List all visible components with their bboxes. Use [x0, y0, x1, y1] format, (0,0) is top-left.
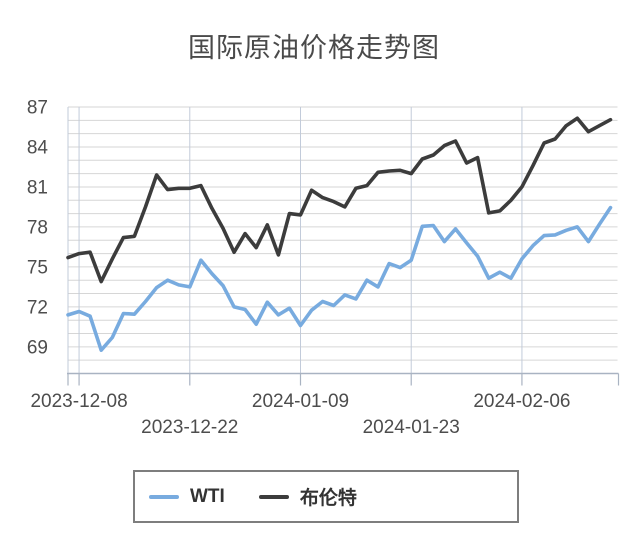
- price-trend-chart: 69 72 75 78 81 84 87 2023-12-08 2023-12-22 2024-0…: [27, 98, 620, 438]
- x-axis-label: 2024-02-06: [473, 391, 570, 412]
- legend-label: WTI: [190, 485, 225, 507]
- y-axis-label: 69: [27, 337, 48, 358]
- y-axis-label: 78: [27, 217, 48, 238]
- legend-label: 布伦特: [299, 488, 357, 509]
- legend-item-wti[interactable]: WTI: [149, 486, 225, 508]
- legend-line-icon: [149, 494, 179, 499]
- legend: WTI 布伦特: [133, 470, 519, 523]
- x-axis-label: 2024-01-23: [363, 417, 460, 438]
- legend-line-icon: [258, 494, 289, 499]
- x-axis-label: 2024-01-09: [252, 391, 349, 412]
- legend-item-brent[interactable]: 布伦特: [258, 483, 357, 510]
- x-axis-label: 2023-12-22: [141, 417, 238, 438]
- x-axis-label: 2023-12-08: [30, 391, 127, 412]
- y-axis-label: 75: [27, 257, 48, 278]
- y-axis-label: 72: [27, 297, 48, 318]
- chart-title: 国际原油价格走势图: [188, 33, 440, 63]
- brent-line: [66, 116, 613, 284]
- y-axis-label: 84: [27, 137, 49, 158]
- y-axis-label: 81: [27, 177, 48, 198]
- y-axis-label: 87: [27, 98, 48, 119]
- wti-line: [66, 205, 613, 353]
